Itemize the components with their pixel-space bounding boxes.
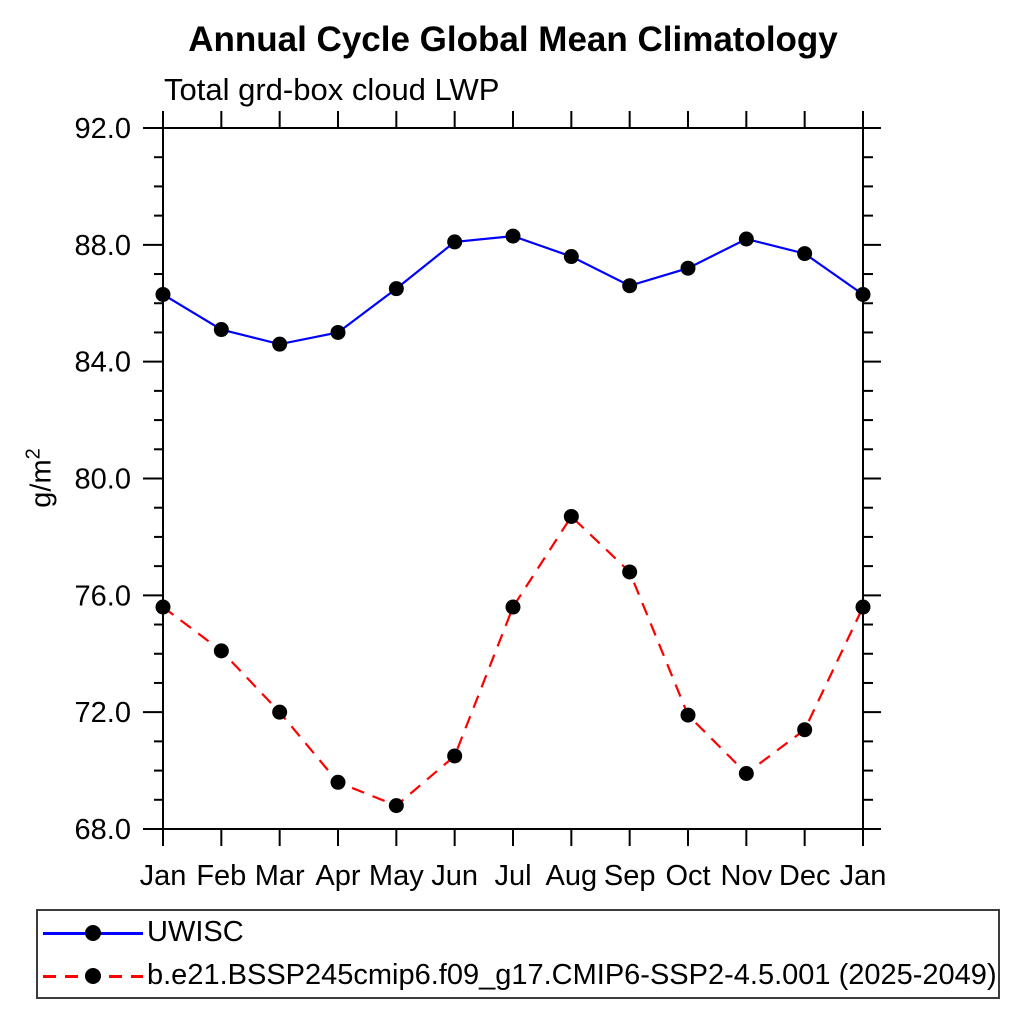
series-marker-model xyxy=(505,599,521,615)
y-tick-label: 92.0 xyxy=(75,113,131,145)
x-tick-label: Aug xyxy=(546,860,598,892)
x-tick-label: Jun xyxy=(431,860,478,892)
series-marker-uwisc xyxy=(447,234,463,250)
x-tick-label: May xyxy=(369,860,424,892)
series-marker-uwisc xyxy=(680,260,696,276)
series-marker-uwisc xyxy=(272,336,288,352)
legend-marker-dot-icon xyxy=(85,924,101,941)
x-tick-label: Nov xyxy=(721,860,773,892)
series-marker-model xyxy=(797,722,813,738)
y-tick-label: 88.0 xyxy=(75,230,131,262)
legend: UWISC b.e21.BSSP245cmip6.f09_g17.CMIP6-S… xyxy=(36,909,1000,999)
legend-label-model: b.e21.BSSP245cmip6.f09_g17.CMIP6-SSP2-4.… xyxy=(147,959,997,991)
series-line-uwisc xyxy=(162,234,864,346)
x-tick-label: Mar xyxy=(255,860,305,892)
series-marker-model xyxy=(563,508,579,524)
series-marker-uwisc xyxy=(855,286,871,302)
series-marker-model xyxy=(855,599,871,615)
y-tick-label: 84.0 xyxy=(75,347,131,379)
series-marker-model xyxy=(388,798,404,814)
series-marker-model xyxy=(738,766,754,782)
series-marker-model xyxy=(272,704,288,720)
legend-sample-uwisc xyxy=(43,924,143,941)
x-tick-label: Sep xyxy=(604,860,656,892)
chart-subtitle: Total grd-box cloud LWP xyxy=(164,72,500,107)
legend-sample-model xyxy=(43,967,143,984)
legend-item-model: b.e21.BSSP245cmip6.f09_g17.CMIP6-SSP2-4.… xyxy=(38,955,998,997)
x-tick-label: Oct xyxy=(665,860,710,892)
x-tick-label: Jan xyxy=(840,860,887,892)
series-marker-model xyxy=(155,599,171,615)
series-marker-uwisc xyxy=(213,322,229,338)
series-marker-model xyxy=(622,564,638,580)
x-tick-label: Feb xyxy=(196,860,246,892)
legend-label-uwisc: UWISC xyxy=(147,916,244,948)
series-marker-uwisc xyxy=(388,281,404,297)
series-marker-uwisc xyxy=(505,228,521,244)
series-marker-model xyxy=(447,748,463,764)
series-marker-model xyxy=(213,643,229,659)
series-marker-model xyxy=(680,707,696,723)
series-marker-uwisc xyxy=(738,231,754,247)
series-marker-model xyxy=(330,774,346,790)
y-tick-label: 72.0 xyxy=(75,697,131,729)
chart-title: Annual Cycle Global Mean Climatology xyxy=(188,20,838,59)
y-tick-label: 68.0 xyxy=(75,814,131,846)
series-marker-uwisc xyxy=(155,286,171,302)
legend-marker-dot-icon xyxy=(85,967,101,984)
series-marker-uwisc xyxy=(563,249,579,265)
series-line-model xyxy=(162,514,864,807)
x-tick-label: Apr xyxy=(315,860,360,892)
x-tick-label: Jul xyxy=(494,860,531,892)
series-marker-uwisc xyxy=(797,246,813,262)
x-tick-label: Jan xyxy=(140,860,187,892)
y-tick-label: 80.0 xyxy=(75,464,131,496)
legend-item-uwisc: UWISC xyxy=(38,912,998,954)
x-tick-label: Dec xyxy=(779,860,831,892)
series-marker-uwisc xyxy=(622,278,638,294)
y-tick-label: 76.0 xyxy=(75,580,131,612)
series-marker-uwisc xyxy=(330,324,346,340)
